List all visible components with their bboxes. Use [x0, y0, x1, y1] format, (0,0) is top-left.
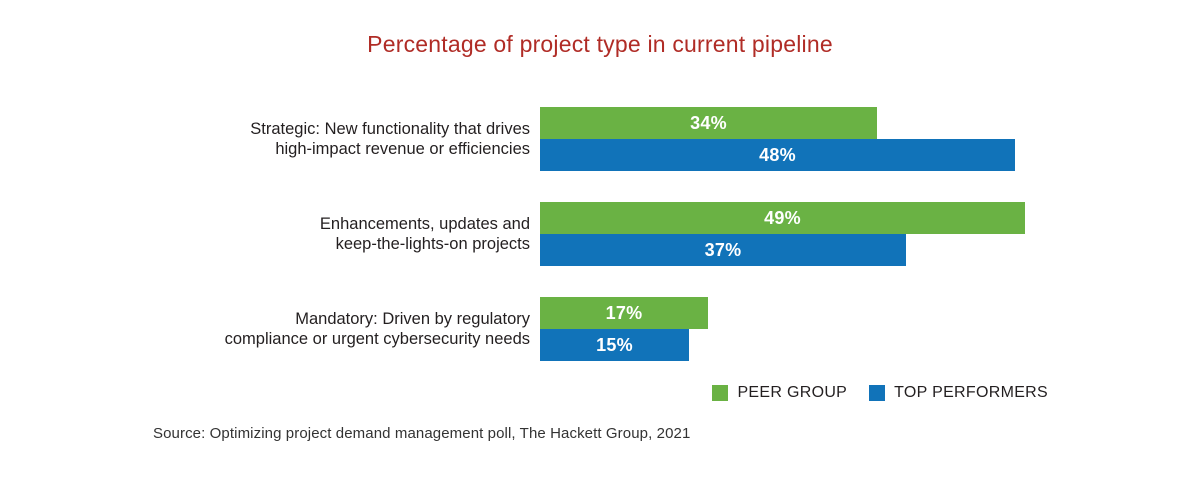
bar-value-label: 15% [596, 334, 633, 355]
legend-label-peer-group: PEER GROUP [737, 384, 848, 401]
bar-value-label: 48% [759, 144, 796, 165]
chart-row: Enhancements, updates and keep-the-lights… [0, 202, 1200, 266]
bar-group: 17% 15% [540, 297, 708, 361]
bar-value-label: 34% [690, 112, 727, 133]
peer-group-bar: 34% [540, 107, 877, 139]
category-label: Enhancements, updates and keep-the-lights… [319, 215, 530, 253]
chart-rows: Strategic: New functionality that drives… [0, 107, 1200, 392]
peer-group-bar: 49% [540, 202, 1025, 234]
peer-group-swatch-icon [712, 385, 729, 401]
source-note: Source: Optimizing project demand manage… [153, 425, 691, 442]
bar-group: 49% 37% [540, 202, 1025, 266]
bar-value-label: 17% [605, 302, 643, 323]
top-performers-bar: 48% [540, 139, 1015, 171]
bar-value-label: 37% [704, 239, 742, 260]
bar-group: 34% 48% [540, 107, 1015, 171]
bar-value-label: 49% [764, 207, 801, 228]
chart-title: Percentage of project type in current pi… [367, 31, 833, 57]
legend-label-top-performers: TOP PERFORMERS [894, 384, 1048, 401]
chart-row: Strategic: New functionality that drives… [0, 107, 1200, 171]
legend-item-top-performers: TOP PERFORMERS [869, 384, 1048, 402]
legend: PEER GROUP TOP PERFORMERS [712, 384, 1048, 402]
chart-row: Mandatory: Driven by regulatory complianc… [0, 297, 1200, 361]
legend-item-peer-group: PEER GROUP [712, 384, 847, 402]
top-performers-swatch-icon [869, 385, 886, 401]
peer-group-bar: 17% [540, 297, 708, 329]
top-performers-bar: 15% [540, 329, 689, 361]
category-label: Mandatory: Driven by regulatory complianc… [224, 310, 530, 348]
top-performers-bar: 37% [540, 234, 906, 266]
category-label: Strategic: New functionality that drives… [250, 120, 530, 158]
